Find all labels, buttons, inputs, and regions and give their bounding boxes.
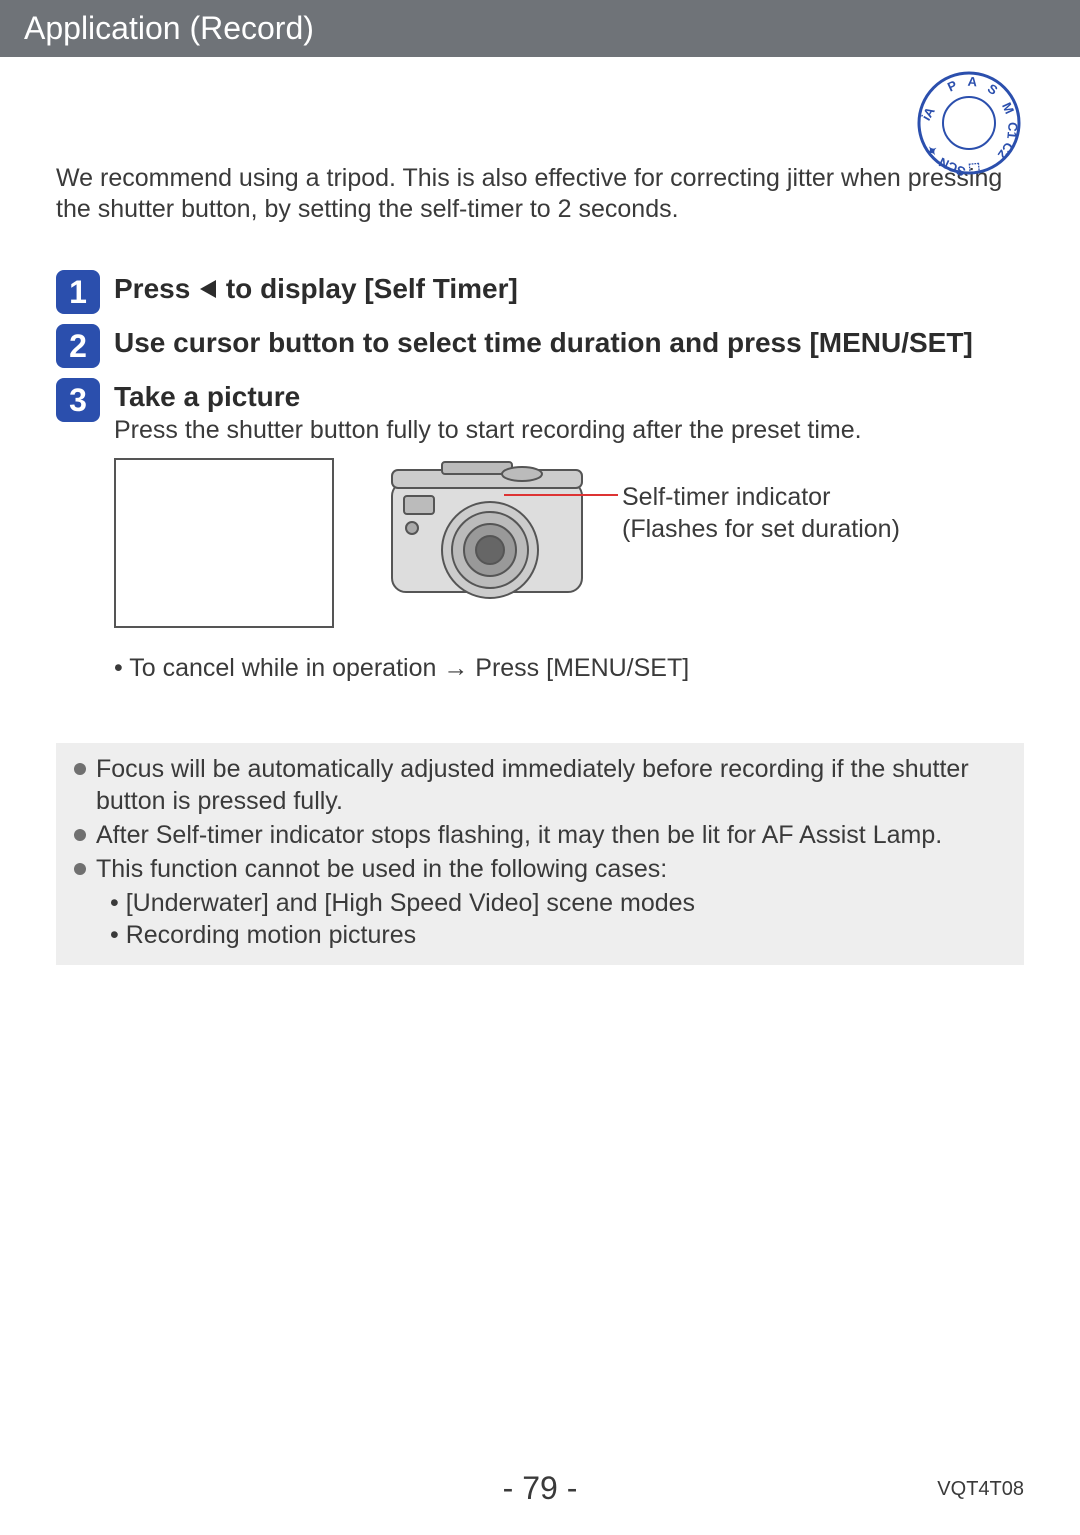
note-sub: • [Underwater] and [High Speed Video] sc… [110, 887, 1006, 919]
step-number-badge: 3 [56, 378, 100, 422]
step-3: 3 Take a picture Press the shutter butto… [56, 378, 1024, 447]
post-step-note: • To cancel while in operation → Press [… [114, 654, 1024, 683]
svg-text:S: S [985, 81, 1001, 98]
step-desc: Press the shutter button fully to start … [114, 415, 1024, 446]
svg-text:SCN: SCN [936, 154, 967, 178]
camera-illustration [382, 458, 602, 628]
svg-text:⬚: ⬚ [968, 161, 982, 177]
step-title: Use cursor button to select time duratio… [114, 326, 1024, 360]
step-title: Take a picture [114, 380, 1024, 414]
note-sub: • Recording motion pictures [110, 919, 1006, 951]
content-area: We recommend using a tripod. This is als… [0, 163, 1080, 683]
screen-placeholder [114, 458, 334, 628]
doc-code: VQT4T08 [937, 1478, 1024, 1501]
svg-text:A: A [967, 74, 978, 90]
figures-row: Self-timer indicator (Flashes for set du… [114, 458, 1024, 628]
notes-box: Focus will be automatically adjusted imm… [56, 743, 1024, 965]
header-title: Application (Record) [24, 10, 314, 46]
svg-text:C1: C1 [1004, 121, 1020, 139]
step-number-badge: 1 [56, 270, 100, 314]
callout-text: Self-timer indicator (Flashes for set du… [622, 482, 900, 545]
step-2: 2 Use cursor button to select time durat… [56, 324, 1024, 368]
mode-dial-icon: P A S M C1 C2 ⬚ SCN ✦ iA [914, 68, 1024, 178]
note-item: Focus will be automatically adjusted imm… [74, 753, 1006, 817]
left-triangle-icon [198, 274, 218, 308]
header-bar: Application (Record) [0, 0, 1080, 57]
callout-line [504, 494, 618, 496]
intro-text: We recommend using a tripod. This is als… [56, 163, 1024, 226]
note-item: This function cannot be used in the foll… [74, 853, 1006, 885]
callout-line1: Self-timer indicator [622, 483, 830, 511]
page-number: - 79 - [0, 1470, 1080, 1507]
svg-text:P: P [945, 77, 959, 94]
step-title-pre: Press [114, 273, 198, 304]
step-title-post: to display [Self Timer] [218, 273, 518, 304]
step-1: 1 Press to display [Self Timer] [56, 270, 1024, 314]
step-title: Press to display [Self Timer] [114, 272, 1024, 308]
svg-text:✦: ✦ [923, 142, 942, 160]
callout-line2: (Flashes for set duration) [622, 515, 900, 543]
note-item: After Self-timer indicator stops flashin… [74, 819, 1006, 851]
svg-text:M: M [999, 100, 1017, 116]
step-number-badge: 2 [56, 324, 100, 368]
